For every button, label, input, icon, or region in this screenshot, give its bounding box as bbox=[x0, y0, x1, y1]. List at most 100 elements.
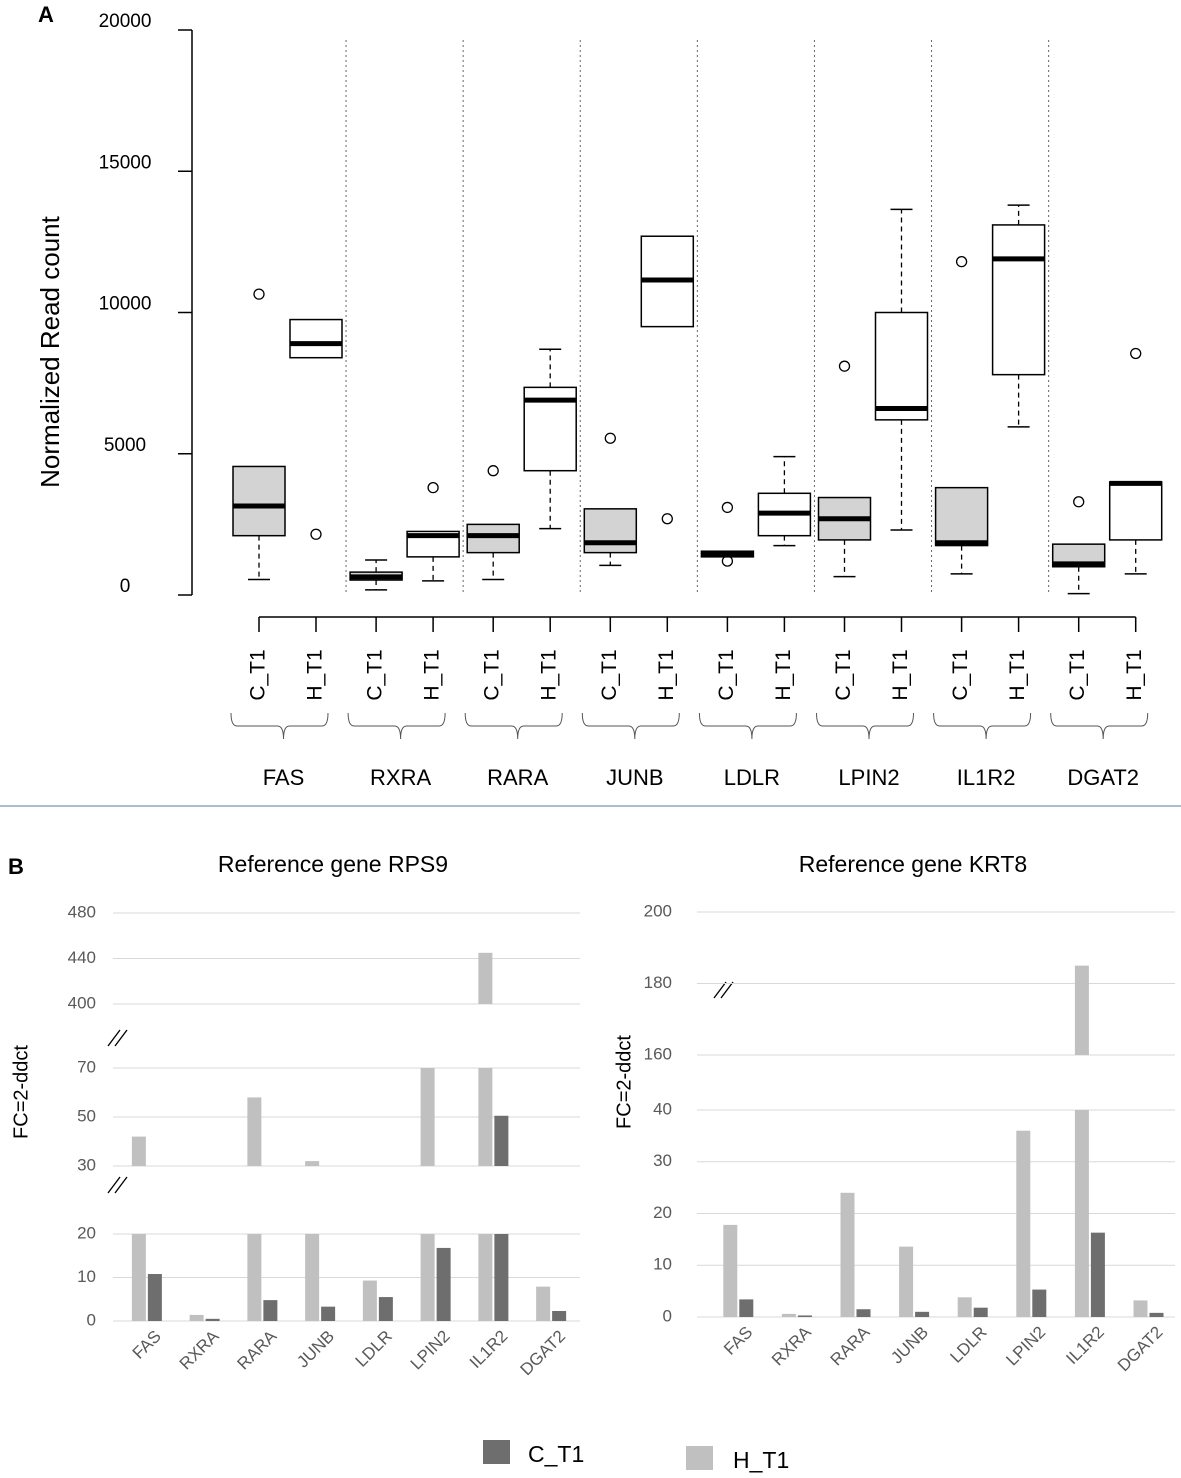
bar bbox=[305, 1234, 320, 1321]
bar bbox=[1032, 1289, 1047, 1317]
bar bbox=[536, 1286, 551, 1321]
bar bbox=[915, 1311, 930, 1317]
bar bbox=[1133, 1300, 1148, 1317]
x-tick-label: FAS bbox=[129, 1327, 165, 1363]
x-tick-label: C_T1 bbox=[715, 649, 738, 700]
bar bbox=[478, 1068, 493, 1166]
bar bbox=[494, 1115, 509, 1166]
outlier bbox=[838, 360, 851, 372]
outlier bbox=[310, 528, 322, 540]
bar bbox=[739, 1299, 754, 1317]
chart-title: Reference gene RPS9 bbox=[218, 851, 448, 877]
category-label: IL1R2 bbox=[957, 765, 1016, 790]
y-tick-label: 5000 bbox=[104, 435, 146, 456]
y-tick-label: 50 bbox=[77, 1106, 96, 1125]
x-tick-label: IL1R2 bbox=[1062, 1323, 1108, 1369]
bar bbox=[378, 1297, 393, 1321]
y-tick-label: 160 bbox=[644, 1044, 672, 1063]
box bbox=[1051, 543, 1106, 568]
bar bbox=[957, 1297, 972, 1317]
x-tick-label: H_T1 bbox=[1006, 649, 1029, 700]
x-tick-label: C_T1 bbox=[1066, 649, 1089, 700]
x-tick-label: LPIN2 bbox=[1002, 1323, 1049, 1370]
legend-label: H_T1 bbox=[733, 1447, 789, 1473]
legend-swatch bbox=[483, 1440, 510, 1464]
category-label: DGAT2 bbox=[1067, 765, 1139, 790]
bar bbox=[973, 1307, 988, 1317]
category-label: JUNB bbox=[606, 765, 663, 790]
outlier bbox=[661, 513, 673, 525]
group-brace bbox=[816, 712, 914, 740]
bar bbox=[1090, 1232, 1105, 1317]
bar bbox=[420, 1068, 435, 1166]
x-tick-label: C_T1 bbox=[481, 649, 504, 700]
y-tick-label: 400 bbox=[68, 993, 96, 1012]
y-tick-label: 15000 bbox=[99, 152, 152, 173]
x-tick-label: DGAT2 bbox=[517, 1327, 570, 1380]
outlier bbox=[1130, 347, 1142, 360]
group-brace bbox=[581, 712, 680, 740]
bar bbox=[899, 1246, 914, 1317]
y-tick-label: 10 bbox=[653, 1255, 672, 1274]
y-tick-label: 20000 bbox=[99, 11, 152, 32]
y-tick-label: 10000 bbox=[99, 294, 152, 315]
outlier bbox=[955, 255, 968, 268]
box bbox=[874, 311, 929, 421]
x-tick-label: JUNB bbox=[293, 1327, 338, 1372]
box bbox=[232, 465, 286, 537]
x-tick-label: C_T1 bbox=[949, 649, 972, 700]
panel-label: A bbox=[38, 2, 54, 27]
x-tick-label: DGAT2 bbox=[1114, 1323, 1167, 1376]
outlier bbox=[721, 555, 734, 567]
y-tick-label: 70 bbox=[77, 1057, 96, 1076]
bar bbox=[321, 1306, 336, 1321]
group-brace bbox=[464, 712, 563, 740]
y-axis-label: FC=2-ddct bbox=[613, 1035, 635, 1129]
bar bbox=[1074, 965, 1089, 1055]
box bbox=[1108, 481, 1163, 541]
x-tick-label: H_T1 bbox=[538, 649, 561, 700]
bar bbox=[147, 1274, 162, 1321]
bar bbox=[247, 1234, 262, 1321]
bar bbox=[478, 1234, 493, 1321]
x-tick-label: RXRA bbox=[176, 1326, 223, 1373]
box bbox=[991, 224, 1046, 376]
y-tick-label: 10 bbox=[77, 1267, 96, 1286]
y-tick-label: 20 bbox=[77, 1223, 96, 1242]
x-tick-label: H_T1 bbox=[1123, 649, 1146, 700]
y-tick-label: 0 bbox=[663, 1306, 672, 1325]
category-label: FAS bbox=[263, 765, 305, 790]
y-tick-label: 480 bbox=[68, 902, 96, 921]
bar bbox=[781, 1313, 796, 1317]
bar bbox=[1149, 1312, 1164, 1317]
x-tick-label: RARA bbox=[234, 1326, 281, 1373]
y-tick-label: 40 bbox=[653, 1099, 672, 1118]
x-tick-label: FAS bbox=[720, 1323, 756, 1359]
x-tick-label: RARA bbox=[827, 1322, 874, 1369]
x-tick-label: C_T1 bbox=[832, 649, 855, 700]
x-tick-label: LPIN2 bbox=[407, 1327, 454, 1374]
bar bbox=[494, 1234, 509, 1321]
x-tick-label: H_T1 bbox=[421, 649, 444, 700]
bar bbox=[436, 1247, 451, 1321]
box bbox=[289, 318, 343, 359]
bar bbox=[420, 1234, 435, 1321]
group-brace bbox=[230, 712, 329, 740]
bar bbox=[263, 1300, 278, 1321]
group-brace bbox=[933, 712, 1032, 740]
bar bbox=[1074, 1110, 1089, 1317]
box bbox=[583, 508, 638, 554]
bar bbox=[856, 1309, 871, 1317]
axis-break bbox=[107, 981, 734, 1194]
x-tick-label: H_T1 bbox=[304, 649, 327, 700]
bar bbox=[478, 952, 493, 1004]
x-tick-label: LDLR bbox=[352, 1327, 396, 1371]
x-tick-label: JUNB bbox=[887, 1323, 932, 1368]
bar bbox=[552, 1310, 567, 1321]
x-tick-label: C_T1 bbox=[247, 649, 270, 700]
bar bbox=[205, 1318, 220, 1321]
bar bbox=[247, 1097, 262, 1166]
box bbox=[934, 486, 989, 547]
y-tick-label: 30 bbox=[77, 1155, 96, 1174]
